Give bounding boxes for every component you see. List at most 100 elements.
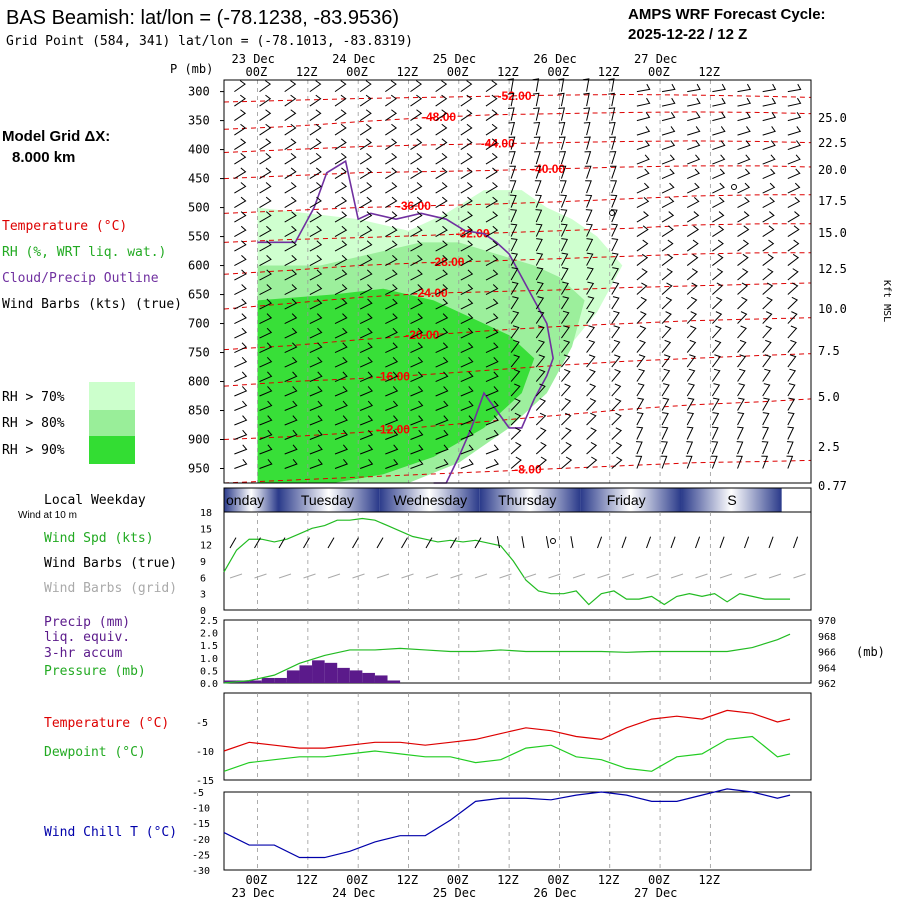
wind-barb-448 bbox=[510, 354, 521, 368]
wind-barb-536 bbox=[410, 415, 424, 426]
wind-barb-620 bbox=[786, 455, 794, 469]
wind-barb-469 bbox=[460, 371, 474, 382]
wind-barb-107 bbox=[609, 136, 617, 150]
wind-barb-87 bbox=[687, 126, 701, 136]
wind-barb-25 bbox=[284, 94, 297, 107]
weekday-label-1: Tuesday bbox=[301, 492, 354, 508]
wind-barb-206 bbox=[787, 196, 801, 209]
wind-barb-334 bbox=[535, 281, 544, 295]
wind-barb-140 bbox=[284, 167, 297, 180]
wind-barb-274 bbox=[762, 239, 775, 252]
wind-barb-570 bbox=[686, 426, 694, 440]
wind-barb-185 bbox=[259, 196, 272, 208]
cross-section-frame bbox=[223, 79, 812, 484]
wind-barb-460 bbox=[234, 371, 248, 382]
wind-barb-299 bbox=[234, 269, 247, 281]
wind-barb-431 bbox=[661, 339, 672, 353]
wind-barb-515 bbox=[460, 400, 474, 411]
isotherm-6 bbox=[223, 252, 811, 275]
wind-barb-300 bbox=[259, 269, 272, 281]
wind-barb-433 bbox=[711, 339, 722, 353]
wind-barb-65 bbox=[712, 112, 726, 122]
wind-barb-491 bbox=[435, 386, 449, 397]
wind-barb-237 bbox=[410, 225, 423, 237]
wind-barb-458 bbox=[762, 354, 772, 368]
wind-barb-575 bbox=[234, 444, 248, 455]
wind-barb-92 bbox=[234, 138, 247, 151]
wind-barb-275 bbox=[787, 239, 800, 252]
wind-barb-49 bbox=[309, 109, 322, 122]
wind-barb-45 bbox=[787, 97, 802, 107]
wind-barb-259 bbox=[385, 240, 398, 252]
wind-barb-516 bbox=[485, 400, 499, 411]
wind-barb-591 bbox=[635, 441, 643, 455]
precip-bar-5 bbox=[286, 670, 300, 683]
wind-barb-257 bbox=[334, 240, 348, 252]
surface-barb-9 bbox=[450, 537, 457, 549]
isotherm-7 bbox=[223, 282, 812, 310]
wind-barb-616 bbox=[685, 455, 693, 469]
wind-barb-136 bbox=[762, 154, 776, 165]
wind-barb-474 bbox=[586, 368, 596, 382]
wind-barb-270 bbox=[661, 239, 674, 252]
isotherm-label-9: -16.00 bbox=[376, 369, 410, 383]
wind-barb-490 bbox=[410, 386, 424, 397]
wind-barb-60 bbox=[583, 107, 591, 121]
surface-barb-2 bbox=[278, 537, 286, 549]
wind-barb-518 bbox=[535, 398, 547, 411]
wind-barb-335 bbox=[561, 281, 569, 295]
surface-grid-barb-16 bbox=[621, 573, 635, 579]
height-tick-label-0: 25.0 bbox=[818, 111, 847, 125]
wind-barb-10 bbox=[485, 80, 498, 93]
wind-barb-48 bbox=[284, 109, 297, 122]
pressure-line bbox=[223, 633, 791, 684]
wind-barb-67 bbox=[762, 112, 777, 122]
wind-barb-16 bbox=[636, 83, 651, 93]
wind-barb-302 bbox=[309, 269, 323, 281]
wind-barb-332 bbox=[485, 284, 499, 295]
wind-barb-485 bbox=[284, 386, 298, 397]
wind-barb-184 bbox=[234, 196, 247, 208]
surface-grid-barb-5 bbox=[352, 573, 365, 579]
wind-barb-22 bbox=[787, 83, 802, 93]
wind-barb-385 bbox=[661, 311, 672, 324]
wind-barb-81 bbox=[533, 121, 541, 136]
height-tick-label-7: 7.5 bbox=[818, 344, 840, 358]
wind-barb-114 bbox=[787, 140, 801, 151]
wind-barb-290 bbox=[586, 252, 594, 266]
isotherm-0 bbox=[223, 93, 812, 103]
wind-barb-437 bbox=[234, 356, 248, 368]
calm-wind-marker-0 bbox=[609, 210, 615, 216]
precip-ytick-1: 0.5 bbox=[200, 666, 218, 677]
wind-barb-345 bbox=[234, 298, 247, 310]
wind-barb-608 bbox=[485, 459, 499, 469]
wind-barb-565 bbox=[561, 427, 572, 440]
wind-barb-246 bbox=[636, 225, 649, 237]
wind-barb-459 bbox=[787, 354, 797, 368]
wind-barb-463 bbox=[309, 371, 323, 382]
wind-barb-165 bbox=[334, 182, 348, 194]
isotherm-label-1: -48.00 bbox=[422, 110, 456, 124]
wind-barb-568 bbox=[636, 426, 644, 440]
surface-grid-barb-7 bbox=[401, 573, 414, 579]
wind-barb-462 bbox=[284, 371, 298, 382]
surface-grid-barb-20 bbox=[719, 573, 733, 579]
wind-barb-133 bbox=[687, 154, 701, 165]
wind-barb-112 bbox=[737, 140, 751, 151]
wind-barb-161 bbox=[234, 182, 247, 194]
wind-barb-503 bbox=[737, 383, 746, 397]
surface-barb-11 bbox=[496, 536, 500, 549]
wind-barb-580 bbox=[359, 444, 374, 455]
rh70-label: RH > 70% bbox=[2, 390, 65, 405]
wind-barb-393 bbox=[284, 327, 298, 339]
wind-barb-355 bbox=[485, 298, 499, 310]
wind-barb-547 bbox=[686, 412, 695, 426]
surface-grid-barb-8 bbox=[425, 573, 439, 579]
cross-section-grid bbox=[257, 80, 711, 483]
wind-barb-127 bbox=[534, 151, 541, 165]
wind-barb-383 bbox=[611, 310, 620, 324]
wind-barb-534 bbox=[359, 415, 374, 426]
wind-barb-148 bbox=[485, 167, 498, 180]
wind-barb-447 bbox=[485, 356, 499, 368]
wind-barb-128 bbox=[559, 151, 567, 165]
